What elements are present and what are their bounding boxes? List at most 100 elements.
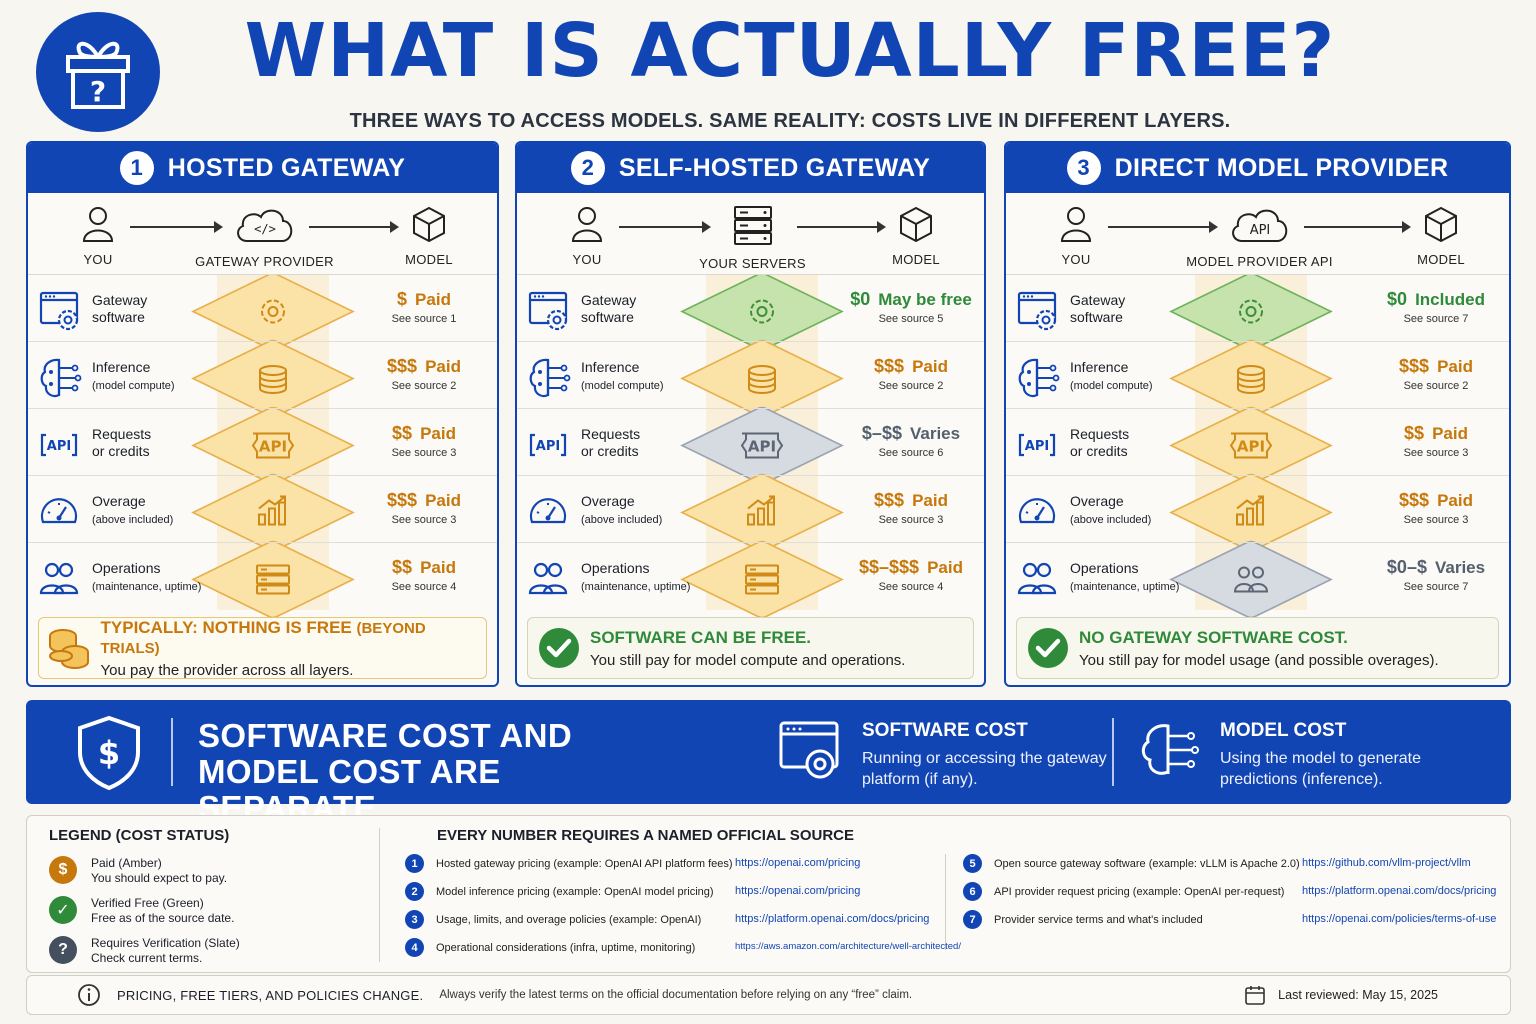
cost-layer-stack: API — [680, 275, 844, 619]
sources-divider — [945, 854, 946, 950]
svg-text:API: API — [47, 439, 71, 454]
row-label: Operations (maintenance, uptime) — [1070, 560, 1180, 593]
flow-label: MODEL PROVIDER API — [1186, 254, 1333, 269]
flow-arrow — [796, 221, 886, 233]
source-link[interactable]: https://openai.com/policies/terms-of-use — [1302, 913, 1497, 925]
model-cost-title: MODEL COST — [1220, 720, 1347, 741]
cost-status: $–$$ Varies See source 6 — [846, 423, 976, 459]
info-icon — [78, 984, 100, 1006]
cost-row: API Requests or credits $$ Paid See source 3 — [28, 409, 497, 476]
layer-diamond-2 — [191, 339, 355, 418]
cost-row: Inference (model compute) $$$ Paid See sourc… — [1006, 342, 1509, 409]
access-flow: YOU </> GATEWAY PROVIDER MODEL — [28, 193, 497, 275]
source-ref[interactable]: See source 4 — [391, 581, 457, 593]
page-title: WHAT IS ACTUALLY FREE? — [244, 8, 1336, 94]
source-link[interactable]: https://aws.amazon.com/architecture/well… — [735, 941, 961, 952]
separation-banner: $ SOFTWARE COST AND MODEL COST ARE SEPAR… — [26, 700, 1511, 826]
svg-text:?: ? — [90, 75, 106, 108]
source-ref[interactable]: See source 2 — [1403, 380, 1469, 392]
summary-title: NO GATEWAY SOFTWARE COST. — [1079, 627, 1348, 647]
model-cube-icon — [1422, 205, 1460, 248]
source-link[interactable]: https://openai.com/pricing — [735, 857, 861, 869]
source-ref[interactable]: See source 3 — [1403, 447, 1469, 459]
flow-node-3: MODEL — [836, 205, 984, 267]
legend-desc: You should expect to pay. — [91, 871, 228, 885]
flow-arrow — [1108, 221, 1217, 233]
cost-row: Gateway software $ Paid See source 1 — [28, 275, 497, 342]
source-ref[interactable]: See source 4 — [878, 581, 944, 593]
flow-arrow — [619, 221, 710, 233]
cost-status: $$–$$$ Paid See source 4 — [846, 557, 976, 593]
source-description: Open source gateway software (example: v… — [994, 857, 1300, 870]
person-icon — [570, 205, 604, 248]
cost-symbol: $$ — [392, 557, 413, 577]
source-link[interactable]: https://platform.openai.com/docs/pricing — [1302, 885, 1497, 897]
cost-status-label: Paid — [415, 290, 451, 309]
source-ref[interactable]: See source 7 — [1403, 581, 1469, 593]
cost-symbol: $$ — [1404, 423, 1425, 443]
server-stack-icon — [731, 205, 775, 252]
panel-3: 3 DIRECT MODEL PROVIDER YOU API MODEL PROVID… — [1004, 141, 1511, 687]
cost-layers: API Gateway software $0 May be free See sourc… — [517, 275, 984, 619]
svg-text:API: API — [1249, 223, 1270, 238]
source-ref[interactable]: See source 2 — [878, 380, 944, 392]
row-label: Inference (model compute) — [92, 359, 175, 392]
cost-symbol: $$$ — [874, 490, 905, 510]
cost-symbol: $$$ — [1399, 490, 1430, 510]
cost-status: $$$ Paid See source 2 — [1371, 356, 1501, 392]
source-link[interactable]: https://platform.openai.com/docs/pricing — [735, 913, 930, 925]
people-icon — [527, 557, 571, 601]
cost-status-label: Varies — [909, 424, 961, 443]
source-item: 6 API provider request pricing (example: … — [963, 882, 1284, 901]
row-label: Requests or credits — [1070, 426, 1130, 459]
source-link[interactable]: https://openai.com/pricing — [735, 885, 861, 897]
source-ref[interactable]: See source 3 — [391, 514, 457, 526]
source-ref[interactable]: See source 3 — [878, 514, 944, 526]
layer-diamond-3: API — [680, 406, 844, 485]
source-ref[interactable]: See source 3 — [391, 447, 457, 459]
panel-number-badge: 2 — [570, 151, 605, 185]
api-icon: API — [1016, 423, 1060, 467]
gear-window-icon — [38, 289, 82, 333]
cost-symbol: $$–$$$ — [859, 557, 920, 577]
source-ref[interactable]: See source 6 — [878, 447, 944, 459]
cost-symbol: $0 — [1387, 289, 1408, 309]
source-link[interactable]: https://github.com/vllm-project/vllm — [1302, 857, 1471, 869]
source-item: 4 Operational considerations (infra, upti… — [405, 938, 695, 957]
legend-desc: Check current terms. — [91, 951, 203, 965]
cost-status-label: Paid — [425, 491, 461, 510]
dollar-icon: $ — [49, 856, 77, 884]
panel-number-badge: 3 — [1066, 151, 1101, 185]
row-label: Requests or credits — [581, 426, 641, 459]
cost-row: API Requests or credits $–$$ Varies See sourc… — [517, 409, 984, 476]
summary-title: SOFTWARE CAN BE FREE. — [590, 627, 812, 647]
banner-divider — [171, 718, 173, 786]
source-number: 1 — [405, 854, 424, 873]
panel-title: SELF-HOSTED GATEWAY — [618, 153, 931, 182]
source-ref[interactable]: See source 2 — [391, 380, 457, 392]
footer-warning: PRICING, FREE TIERS, AND POLICIES CHANGE… — [117, 987, 424, 1003]
row-label: Requests or credits — [92, 426, 152, 459]
cost-status-label: Varies — [1434, 558, 1486, 577]
source-item: 2 Model inference pricing (example: OpenA… — [405, 882, 714, 901]
shield-dollar-icon: $ — [78, 715, 140, 791]
model-cube-icon — [897, 205, 935, 248]
source-description: Operational considerations (infra, uptim… — [436, 941, 696, 954]
people-icon — [1016, 557, 1060, 601]
check-circle-icon — [1028, 628, 1068, 668]
cost-status: $$ Paid See source 3 — [359, 423, 489, 459]
panel-1: 1 HOSTED GATEWAY YOU </> GATEWAY PROVIDER MOD… — [26, 141, 499, 687]
source-ref[interactable]: See source 1 — [391, 313, 457, 325]
cost-symbol: $0 — [850, 289, 871, 309]
source-description: Provider service terms and what's includ… — [994, 913, 1203, 926]
cost-symbol: $$$ — [387, 356, 418, 376]
layer-diamond-5 — [1169, 540, 1333, 619]
source-item: 1 Hosted gateway pricing (example: OpenAI… — [405, 854, 733, 873]
legend-label: Paid (Amber) — [91, 856, 162, 870]
footer-bar: PRICING, FREE TIERS, AND POLICIES CHANGE… — [26, 975, 1511, 1015]
layer-diamond-3: API — [191, 406, 355, 485]
source-ref[interactable]: See source 3 — [1403, 514, 1469, 526]
source-ref[interactable]: See source 5 — [878, 313, 944, 325]
legend-desc: Free as of the source date. — [91, 911, 235, 925]
source-ref[interactable]: See source 7 — [1403, 313, 1469, 325]
